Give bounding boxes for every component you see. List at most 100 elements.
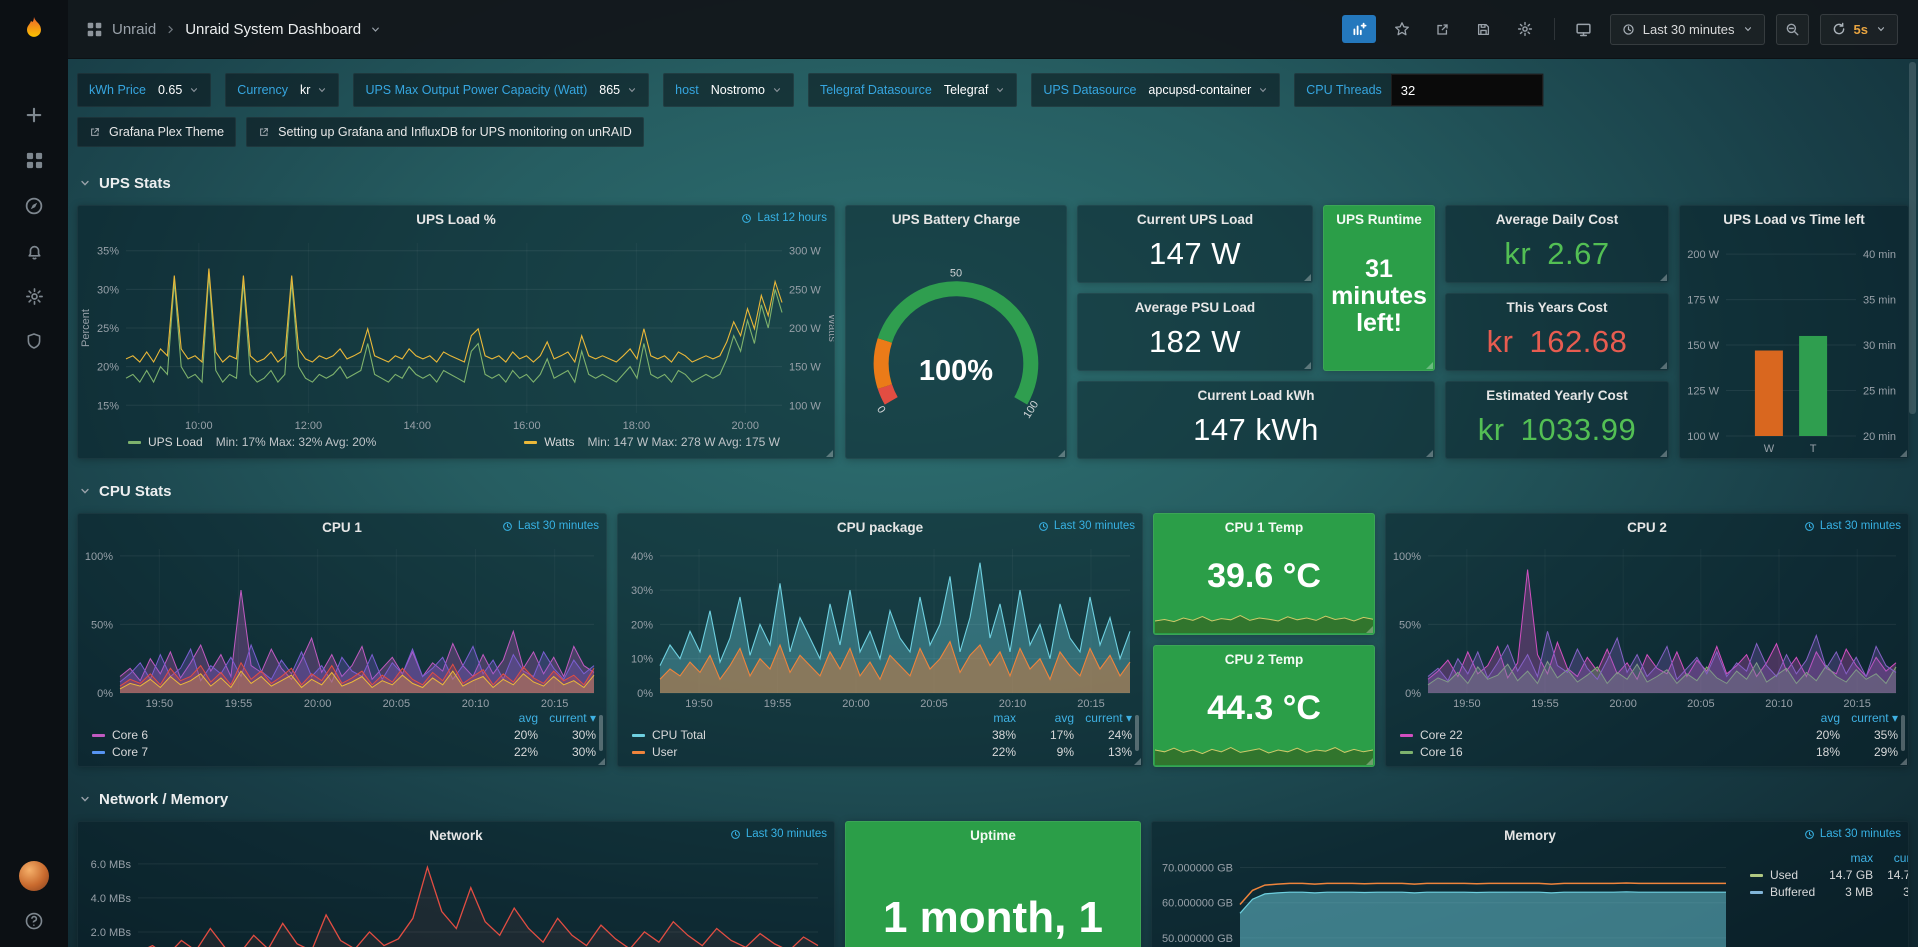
legend-sort-max[interactable]: max xyxy=(1850,851,1874,865)
dashboards-grid-icon[interactable] xyxy=(25,151,44,170)
help-question-icon[interactable] xyxy=(24,911,44,931)
panel-time-badge[interactable]: Last 30 minutes xyxy=(730,828,827,840)
dashboard-title[interactable]: Unraid System Dashboard xyxy=(185,20,362,38)
cpu1-chart[interactable]: 0% 50% 100% 19:50 19:55 20:00 20:05 20:10 20:15 xyxy=(78,541,606,711)
legend-series-toggle[interactable]: Used xyxy=(1750,868,1815,882)
grafana-logo-icon[interactable] xyxy=(0,0,68,59)
page-scrollbar[interactable] xyxy=(1909,62,1916,414)
star-button[interactable] xyxy=(1387,15,1417,43)
variable-value[interactable]: 0.65 xyxy=(151,83,210,97)
dashboard-settings-gear-icon[interactable] xyxy=(1510,15,1540,43)
legend-sort-current[interactable]: current ▾ xyxy=(549,711,596,725)
variable-value[interactable]: 865 xyxy=(592,83,648,97)
section-ups-stats[interactable]: UPS Stats xyxy=(79,171,1909,195)
ups-load-chart[interactable]: 15% 20% 25% 30% 35% 100 W 150 W 200 W 250 W 300 W… xyxy=(78,233,834,433)
section-title: CPU Stats xyxy=(99,482,172,500)
cpu2-chart[interactable]: 0% 50% 100% 19:50 19:55 20:00 20:05 20:10 20:15 xyxy=(1386,541,1908,711)
time-range-picker[interactable]: Last 30 minutes xyxy=(1609,13,1765,45)
panel-title[interactable]: UPS Battery Charge xyxy=(891,212,1021,227)
legend-series-toggle[interactable]: Core 6 xyxy=(92,728,480,742)
panel-ups-load-vs-time-left: UPS Load vs Time left 100 W 125 W 150 W 175… xyxy=(1679,205,1909,459)
panel-title[interactable]: Current UPS Load xyxy=(1136,212,1254,227)
legend-series-toggle[interactable]: Core 7 xyxy=(92,745,480,759)
legend-scrollbar[interactable] xyxy=(1135,715,1139,751)
panel-time-badge[interactable]: Last 30 minutes xyxy=(502,520,599,532)
legend-sort-current[interactable]: current ▾ xyxy=(1851,711,1898,725)
legend-series-toggle[interactable]: Buffered xyxy=(1750,885,1815,899)
save-button[interactable] xyxy=(1469,15,1499,43)
server-admin-shield-icon[interactable] xyxy=(25,332,43,350)
panel-title[interactable]: CPU 2 xyxy=(1627,520,1667,535)
dashboard-link-ups-monitoring-guide[interactable]: Setting up Grafana and InfluxDB for UPS … xyxy=(246,117,644,147)
panel-time-badge[interactable]: Last 30 minutes xyxy=(1804,520,1901,532)
cycle-view-monitor-icon[interactable] xyxy=(1569,15,1599,43)
panel-title[interactable]: Uptime xyxy=(970,828,1016,843)
variable-cpu-threads[interactable]: CPU Threads xyxy=(1294,73,1544,107)
variable-input-cpu-threads[interactable] xyxy=(1390,74,1543,106)
legend-sort-avg[interactable]: avg xyxy=(518,711,538,725)
network-chart[interactable]: 2.0 MBs 4.0 MBs 6.0 MBs xyxy=(78,849,834,947)
panel-time-badge[interactable]: Last 30 minutes xyxy=(1804,828,1901,840)
variable-kwh-price[interactable]: kWh Price 0.65 xyxy=(77,73,212,107)
panel-title[interactable]: UPS Load % xyxy=(416,212,496,227)
legend-series-toggle[interactable]: CPU Total xyxy=(632,728,958,742)
panel-time-badge[interactable]: Last 30 minutes xyxy=(1038,520,1135,532)
panel-title[interactable]: This Years Cost xyxy=(1506,300,1608,315)
variable-value[interactable]: Telegraf xyxy=(937,83,1016,97)
legend-scrollbar[interactable] xyxy=(599,715,603,751)
panel-title[interactable]: Memory xyxy=(1504,828,1556,843)
variable-telegraf-datasource[interactable]: Telegraf Datasource Telegraf xyxy=(807,73,1018,107)
battery-gauge-chart[interactable]: 100% 0 50 100 xyxy=(846,233,1066,458)
legend-sort-max[interactable]: max xyxy=(993,711,1016,725)
variable-host[interactable]: host Nostromo xyxy=(663,73,794,107)
panel-title[interactable]: UPS Runtime xyxy=(1336,212,1422,227)
variable-ups-datasource[interactable]: UPS Datasource apcupsd-container xyxy=(1031,73,1281,107)
variable-currency[interactable]: Currency kr xyxy=(225,73,340,107)
legend-scrollbar[interactable] xyxy=(1901,715,1905,751)
section-network-memory[interactable]: Network / Memory xyxy=(79,787,1909,811)
panel-title[interactable]: CPU 2 Temp xyxy=(1224,652,1304,667)
legend-sort-avg[interactable]: avg xyxy=(1820,711,1840,725)
create-plus-icon[interactable] xyxy=(24,105,44,125)
legend-series-toggle[interactable]: Core 16 xyxy=(1400,745,1782,759)
alerting-bell-icon[interactable] xyxy=(25,242,44,261)
variable-value[interactable]: kr xyxy=(293,83,338,97)
legend-sort-current[interactable]: current ▾ xyxy=(1085,711,1132,725)
panel-title[interactable]: Average PSU Load xyxy=(1134,300,1256,315)
cpu-package-chart[interactable]: 0% 10% 20% 30% 40% 19:50 19:55 20:00 20:05 20:10 2… xyxy=(618,541,1142,711)
user-avatar[interactable] xyxy=(19,861,49,891)
panel-title[interactable]: CPU 1 xyxy=(322,520,362,535)
panel-title[interactable]: CPU package xyxy=(836,520,924,535)
dashboard-link-grafana-plex-theme[interactable]: Grafana Plex Theme xyxy=(77,117,237,147)
panel-title[interactable]: Current Load kWh xyxy=(1197,388,1315,403)
panel-title[interactable]: UPS Load vs Time left xyxy=(1723,212,1865,227)
zoom-out-button[interactable] xyxy=(1775,13,1809,45)
share-button[interactable] xyxy=(1428,15,1458,43)
panel-title[interactable]: Estimated Yearly Cost xyxy=(1486,388,1628,403)
legend-series-toggle[interactable]: User xyxy=(632,745,958,759)
panel-title[interactable]: Average Daily Cost xyxy=(1495,212,1619,227)
panel-title[interactable]: Network xyxy=(429,828,483,843)
load-vs-time-chart[interactable]: 100 W 125 W 150 W 175 W 200 W 20 min 25 min 30 … xyxy=(1680,233,1908,458)
add-panel-button[interactable] xyxy=(1341,15,1376,43)
legend-series-toggle[interactable]: UPS Load Min: 17% Max: 32% Avg: 20% xyxy=(128,435,376,449)
chevron-down-icon[interactable] xyxy=(370,24,381,35)
svg-text:20:15: 20:15 xyxy=(1077,698,1105,710)
svg-text:0: 0 xyxy=(874,404,887,416)
configuration-gear-icon[interactable] xyxy=(25,287,44,306)
legend-series-toggle[interactable]: Core 22 xyxy=(1400,728,1782,742)
breadcrumb-folder[interactable]: Unraid xyxy=(112,20,157,38)
memory-chart[interactable]: 50.000000 GB 60.000000 GB 70.000000 GB xyxy=(1152,849,1736,947)
variable-ups-max-output[interactable]: UPS Max Output Power Capacity (Watt) 865 xyxy=(353,73,650,107)
refresh-picker[interactable]: 5s xyxy=(1819,13,1898,45)
panel-time-badge[interactable]: Last 12 hours xyxy=(741,212,827,224)
explore-compass-icon[interactable] xyxy=(24,196,44,216)
variable-value[interactable]: Nostromo xyxy=(704,83,793,97)
variable-value[interactable]: apcupsd-container xyxy=(1141,83,1279,97)
legend-sort-avg[interactable]: avg xyxy=(1054,711,1074,725)
section-cpu-stats[interactable]: CPU Stats xyxy=(79,479,1909,503)
legend-sort-current[interactable]: current xyxy=(1893,851,1909,865)
sidebar xyxy=(0,0,68,947)
panel-title[interactable]: CPU 1 Temp xyxy=(1224,520,1304,535)
legend-series-toggle[interactable]: Watts Min: 147 W Max: 278 W Avg: 175 W xyxy=(524,435,780,449)
